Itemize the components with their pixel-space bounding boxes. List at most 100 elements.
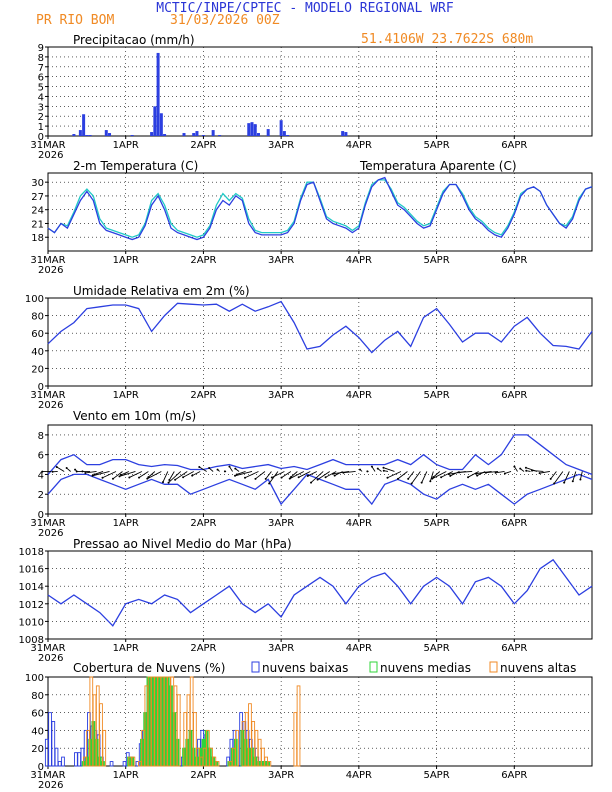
temp-line-Temperatura-Aparente — [47, 179, 593, 238]
wind-arrow — [289, 471, 305, 480]
precip-bar — [156, 52, 160, 136]
wind-arrow-head — [579, 478, 582, 481]
wind-year-label: 2026 — [38, 528, 63, 539]
wind-arrow-head — [513, 465, 516, 468]
precip-ytick-label: 8 — [38, 53, 44, 64]
precip-bar — [182, 133, 186, 136]
wind-arrow-head — [41, 470, 44, 473]
wind-arrow-head — [525, 469, 528, 472]
wind-frame — [47, 424, 593, 515]
wind-arrow-head — [366, 470, 369, 473]
cloud-ytick-label: 40 — [31, 726, 44, 737]
rh-ytick-label: 20 — [31, 364, 44, 375]
wind-arrow — [475, 471, 492, 475]
precip-bar — [159, 113, 163, 136]
rh-ytick-label: 40 — [31, 347, 44, 358]
precip-ytick-label: 4 — [38, 92, 44, 103]
wind-arrow — [162, 471, 169, 483]
precip-xtick-label: 1APR — [113, 140, 139, 151]
wind-arrow — [298, 471, 311, 478]
wind-arrow — [234, 471, 253, 477]
precip-bar — [192, 133, 196, 136]
rh-xtick-label: 6APR — [501, 390, 527, 401]
wind-arrow-head — [216, 468, 219, 471]
wind-arrow-head — [161, 481, 164, 484]
wind-arrow-head — [65, 467, 68, 470]
wind-arrow — [397, 471, 408, 480]
precip-bar — [247, 123, 251, 136]
wind-xtick-label: 2APR — [190, 518, 216, 529]
wind-arrow-head — [524, 466, 527, 469]
wind-arrow-head — [474, 472, 477, 475]
pres-ytick-label: 1016 — [19, 565, 44, 576]
wind-arrow — [119, 471, 136, 477]
wind-arrow-head — [74, 468, 77, 471]
wind-arrow-head — [254, 477, 257, 480]
legend-low-swatch — [251, 661, 260, 673]
pres-title: Pressao ao Nivel Medio do Mar (hPa) — [73, 537, 292, 551]
cloud-ytick-label: 20 — [31, 744, 44, 755]
wind-arrow — [191, 471, 201, 476]
wind-arrow — [333, 471, 350, 475]
wind-arrow — [407, 471, 415, 480]
wind-arrow-head — [494, 471, 497, 474]
pres-ytick-label: 1014 — [19, 582, 44, 593]
pres-ytick-label: 1018 — [19, 547, 44, 558]
wind-arrow — [504, 471, 512, 474]
wind-arrow — [112, 471, 123, 480]
precip-bar — [82, 114, 86, 136]
temp-xtick-label: 6APR — [501, 255, 527, 266]
wind-arrow — [539, 471, 550, 474]
precip-ytick-label: 0 — [38, 132, 44, 143]
precip-xtick-label: 31MAR — [30, 140, 65, 151]
cloud-bar-nuvens-altas — [193, 712, 197, 767]
wind-arrow-head — [386, 476, 389, 479]
header-coords: 51.4106W 23.7622S 680m — [361, 32, 533, 47]
wind-arrow — [129, 471, 143, 478]
wind-arrow-head — [146, 477, 149, 480]
cloud-ytick-label: 80 — [31, 691, 44, 702]
precip-frame — [47, 46, 593, 137]
temp-ytick-label: 30 — [31, 178, 44, 189]
wind-arrow — [290, 471, 298, 478]
wind-arrow — [485, 471, 499, 474]
pres-xtick-label: 1APR — [113, 643, 139, 654]
rh-xtick-label: 1APR — [113, 390, 139, 401]
rh-panel: 0 20 40 60 80 100 31MAR 1APR 2APR 3APR 4APR 5APR 6AP… — [25, 294, 593, 411]
wind-arrow — [182, 471, 194, 478]
wind-arrow-head — [167, 481, 170, 484]
wind-arrow — [138, 471, 149, 478]
precip-ytick-label: 9 — [38, 43, 44, 54]
rh-xtick-label: 3APR — [268, 390, 294, 401]
cloud-bar-nuvens-altas — [235, 729, 239, 767]
wind-arrow-head — [244, 476, 247, 479]
wind-arrow-head — [191, 474, 194, 477]
rh-xtick-label: 31MAR — [30, 390, 65, 401]
wind-arrow-head — [208, 467, 211, 470]
pres-xtick-label: 2APR — [190, 643, 216, 654]
wind-ytick-label: 4 — [38, 470, 44, 481]
wind-xtick-label: 4APR — [346, 518, 372, 529]
wind-arrow-head — [316, 478, 319, 481]
temp-xtick-label: 3APR — [268, 255, 294, 266]
precip-bar — [150, 132, 154, 136]
wind-arrow — [168, 471, 175, 481]
wind-arrow-head — [396, 477, 399, 480]
pres-xtick-label: 4APR — [346, 643, 372, 654]
wind-arrow-head — [91, 474, 94, 477]
wind-arrow-head — [571, 480, 574, 483]
wind-arrow — [281, 471, 292, 478]
wind-arrow — [85, 471, 97, 474]
wind-arrow-head — [332, 472, 335, 475]
wind-arrow-head — [228, 465, 231, 468]
wind-xtick-label: 1APR — [113, 518, 139, 529]
precip-bar — [250, 122, 254, 136]
wind-arrow-head — [306, 474, 309, 477]
header-location: PR RIO BOM — [36, 13, 114, 28]
temp-title: 2-m Temperatura (C) — [73, 159, 198, 173]
cloud-bar-nuvens-altas — [296, 685, 301, 767]
wind-arrow — [433, 471, 441, 478]
wind-arrow — [411, 471, 421, 484]
precip-ytick-label: 3 — [38, 102, 44, 113]
